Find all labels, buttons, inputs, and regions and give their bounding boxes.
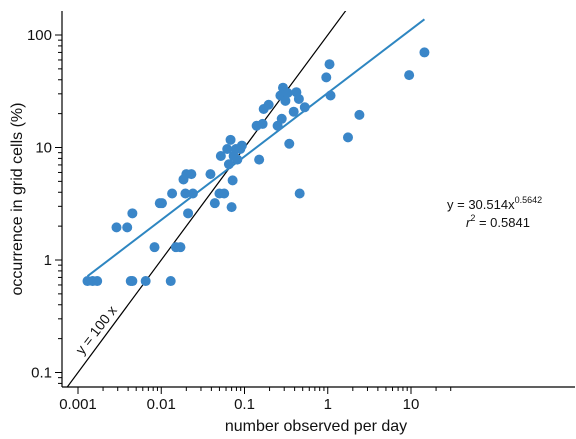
data-point [299,102,310,113]
reference-line-label: y = 100 x [72,302,120,357]
data-point [282,88,293,99]
data-point [209,198,220,209]
data-point [325,90,336,101]
x-tick-label: 10 [403,396,420,413]
data-point [175,242,186,253]
data-point [183,208,194,219]
data-point [276,113,287,124]
data-point [222,143,233,154]
data-point [223,159,234,170]
x-axis-title: number observed per day [225,418,407,435]
data-point [257,118,268,129]
data-point [254,154,265,165]
y-tick-label: 0.1 [31,365,52,382]
y-axis-title: occurrence in grid cells (%) [9,103,26,296]
data-point [342,132,353,143]
data-point [156,198,167,209]
data-point [232,154,243,165]
data-point [236,140,247,151]
data-point [180,188,191,199]
data-point [225,134,236,145]
data-point [263,99,274,110]
data-point [205,169,216,180]
data-point [149,242,160,253]
x-tick-label: 0.001 [59,396,97,413]
fit-equation: y = 30.514x0.5642 [447,195,542,212]
data-point [165,276,176,287]
data-point [140,276,151,287]
data-point [294,188,305,199]
data-point [419,47,430,58]
data-point [284,138,295,149]
fit-equation-main: y = 30.514x [447,197,515,212]
data-point [354,109,365,120]
x-tick-label: 1 [324,396,332,413]
data-points [82,47,430,287]
data-point [321,72,332,83]
data-point [280,95,291,106]
data-point [293,93,304,104]
data-point [111,222,122,233]
data-point [226,202,237,213]
data-point [227,175,238,186]
y-tick-label: 100 [27,27,52,44]
reference-line-y-100x [66,11,347,387]
x-tick-label: 0.01 [147,396,176,413]
y-tick-label: 1 [44,252,52,269]
x-tick-label: 0.1 [234,396,255,413]
data-point [288,106,299,117]
data-point [167,188,178,199]
data-point [215,151,226,162]
r-squared-annotation: r2 = 0.5841 [466,213,530,230]
data-point [404,70,415,81]
data-point [324,59,335,70]
data-point [127,276,138,287]
data-point [187,188,198,199]
data-point [92,276,103,287]
r-squared-symbol: r [466,215,471,230]
power-fit-line [86,18,426,277]
r-squared-superscript: 2 [470,213,475,223]
data-point [127,208,138,219]
data-point [122,222,133,233]
data-point [219,188,230,199]
r-squared-value: = 0.5841 [475,215,530,230]
y-tick-label: 10 [35,140,52,157]
data-point [186,169,197,180]
fit-equation-exponent: 0.5642 [515,195,543,205]
